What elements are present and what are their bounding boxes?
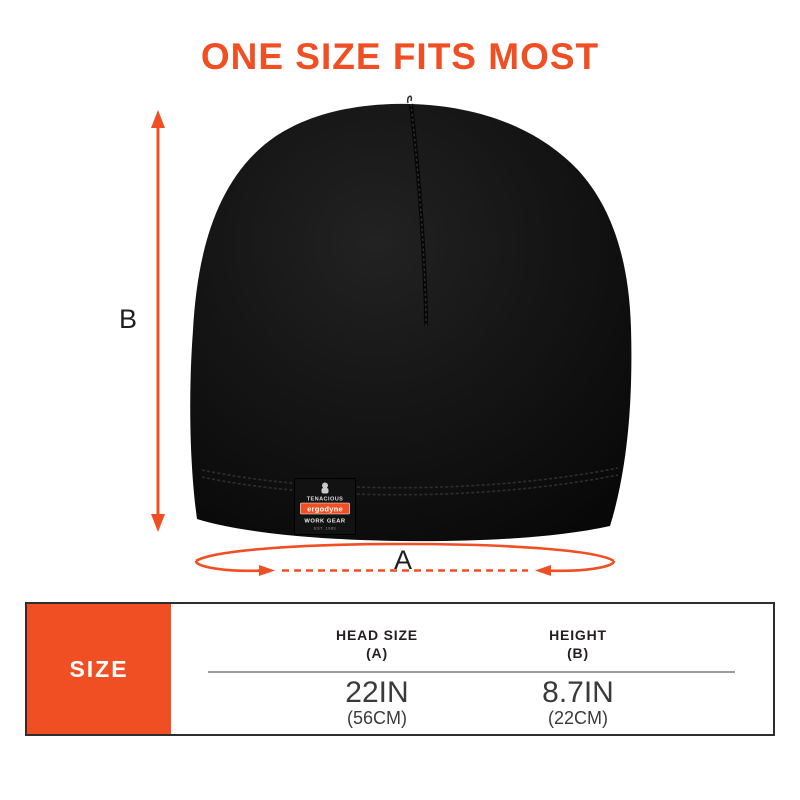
size-table: SIZE HEAD SIZE (A) 22IN (56CM) HEIGHT (B… xyxy=(25,602,775,736)
height-arrow-icon xyxy=(151,110,165,532)
beanie-hem-stitch xyxy=(201,474,619,496)
circumference-arrow-icon xyxy=(194,542,616,576)
head-size-column: HEAD SIZE (A) 22IN (56CM) xyxy=(336,626,418,729)
head-size-value: 22IN xyxy=(345,676,409,709)
beanie-seam-stitching xyxy=(410,103,427,327)
head-size-metric: (56CM) xyxy=(346,708,408,728)
beanie-brand-tag: TENACIOUS ergodyne WORK GEAR EST. 1983 xyxy=(294,478,356,535)
table-header-divider xyxy=(208,671,735,673)
tag-tagline-bottom: WORK GEAR xyxy=(304,519,346,525)
height-column: HEIGHT (B) 8.7IN (22CM) xyxy=(542,626,614,729)
height-ref: (B) xyxy=(567,645,589,661)
height-value: 8.7IN xyxy=(542,676,614,709)
size-row-header: SIZE xyxy=(27,604,171,734)
height-header: HEIGHT xyxy=(549,627,607,643)
head-size-ref: (A) xyxy=(366,645,388,661)
tag-tagline-top: TENACIOUS xyxy=(307,497,344,503)
head-size-header: HEAD SIZE xyxy=(336,627,418,643)
circumference-measure-label: A xyxy=(393,545,413,575)
ergodyne-mascot-icon xyxy=(321,482,329,494)
beanie-body xyxy=(190,103,632,542)
beanie-hem-stitch xyxy=(201,467,619,489)
height-metric: (22CM) xyxy=(547,708,608,728)
tag-brand-name: ergodyne xyxy=(307,505,343,514)
beanie-thread-detail xyxy=(406,95,413,104)
beanie-image: TENACIOUS ergodyne WORK GEAR EST. 1983 xyxy=(190,95,632,542)
height-measure-label: B xyxy=(118,304,137,334)
tag-established: EST. 1983 xyxy=(314,526,336,531)
page-title: ONE SIZE FITS MOST xyxy=(200,36,600,77)
